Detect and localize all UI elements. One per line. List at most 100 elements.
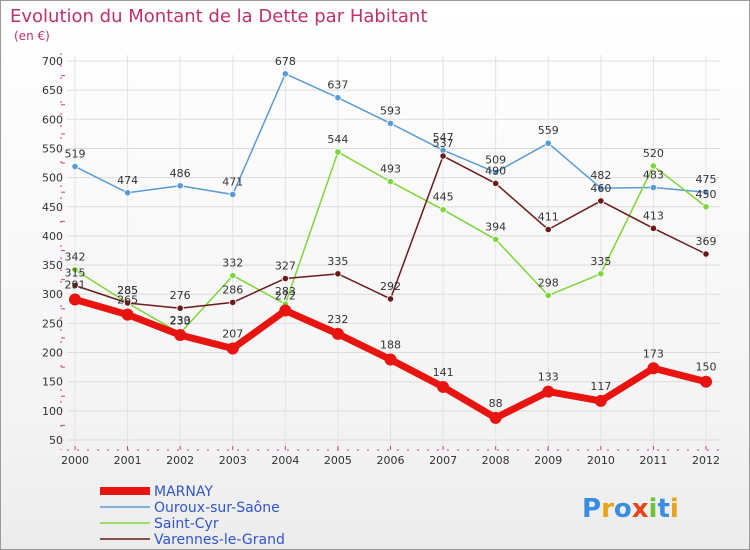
data-point (437, 380, 450, 393)
brand-letter: P (582, 494, 601, 524)
data-point (386, 119, 395, 127)
y-tick-label: 100 (42, 405, 63, 418)
data-label: 471 (222, 176, 243, 189)
data-label: 483 (643, 169, 664, 182)
data-label: 335 (327, 255, 348, 268)
y-tick-label: 50 (49, 434, 63, 447)
data-point (542, 385, 555, 398)
y-tick-label: 650 (42, 84, 63, 97)
y-tick-label: 250 (42, 317, 63, 330)
data-point (229, 271, 237, 280)
brand-letter: o (614, 494, 632, 524)
legend-entry: Ouroux-sur-Saône (154, 500, 280, 516)
data-point (702, 188, 710, 196)
x-tick-label: 2004 (271, 454, 299, 467)
data-point (647, 362, 660, 375)
data-point (334, 94, 342, 102)
data-point (123, 189, 132, 197)
y-tick-label: 400 (42, 230, 63, 243)
y-tick-label: 450 (42, 201, 63, 214)
data-point (597, 270, 605, 278)
data-label: 369 (696, 235, 717, 248)
brand-letter: t (657, 494, 669, 524)
chart-title: Evolution du Montant de la Dette par Hab… (10, 6, 427, 27)
data-label: 188 (380, 339, 401, 352)
axes: 50 100 150 200 250 300 350 400 450 500 550 600 650 70… (42, 53, 720, 467)
brand-letter: i (670, 494, 679, 524)
data-label: 315 (65, 266, 86, 279)
data-label: 233 (170, 314, 191, 327)
data-labels: 519 474 486 471 678 637 593 547 509 559 482 483 475 3… (65, 55, 717, 410)
data-label: 544 (327, 133, 348, 146)
data-label: 286 (222, 283, 243, 296)
data-point (386, 178, 395, 186)
legend-entry: Saint-Cyr (154, 516, 219, 532)
x-tick-label: 2001 (114, 454, 142, 467)
data-label: 593 (380, 104, 401, 117)
data-label: 637 (327, 79, 348, 92)
data-label: 207 (222, 327, 243, 340)
data-label: 133 (538, 371, 559, 384)
data-point (439, 152, 447, 160)
data-point (281, 70, 289, 78)
data-point (176, 304, 184, 312)
data-label: 537 (433, 137, 454, 150)
data-label: 490 (485, 164, 506, 177)
data-label: 559 (538, 124, 559, 137)
data-point (384, 353, 397, 366)
data-label: 493 (380, 163, 401, 176)
data-label: 232 (327, 313, 348, 326)
data-label: 276 (170, 289, 191, 302)
x-tick-label: 2011 (639, 454, 667, 467)
data-point (700, 375, 712, 388)
data-point (702, 250, 710, 258)
brand-logo: Proxiti (582, 494, 679, 524)
data-label: 475 (696, 173, 717, 186)
data-point (334, 270, 342, 278)
data-point (702, 203, 710, 211)
y-tick-label: 500 (42, 172, 63, 185)
data-label: 272 (275, 290, 296, 303)
data-label: 474 (117, 174, 138, 187)
data-label: 509 (485, 153, 506, 166)
y-tick-label: 550 (42, 142, 63, 155)
data-label: 413 (643, 209, 664, 222)
data-point (489, 411, 502, 424)
data-label: 519 (65, 148, 86, 161)
data-point (334, 148, 342, 156)
data-point (544, 225, 552, 234)
data-point (71, 162, 79, 171)
data-label: 335 (590, 255, 611, 268)
y-tick-label: 300 (42, 288, 63, 301)
data-label: 327 (275, 259, 296, 272)
data-point (544, 291, 552, 299)
data-point (121, 308, 134, 321)
y-tick-label: 150 (42, 376, 63, 389)
brand-letter: r (601, 494, 614, 524)
data-point (544, 139, 552, 147)
x-tick-label: 2005 (324, 454, 352, 467)
x-tick-label: 2002 (166, 454, 194, 467)
data-point (226, 342, 239, 355)
data-label: 298 (538, 276, 559, 289)
data-point (386, 295, 395, 303)
data-label: 450 (696, 188, 717, 201)
data-point (174, 329, 187, 342)
data-label: 486 (170, 167, 191, 180)
brand-letter: x (632, 494, 649, 524)
data-label: 394 (485, 220, 506, 233)
brand-letter: i (649, 494, 658, 524)
data-label: 230 (170, 314, 191, 327)
data-label: 445 (433, 191, 454, 204)
data-label: 460 (590, 182, 611, 195)
data-label: 292 (380, 280, 401, 293)
data-point (123, 299, 132, 307)
data-point (176, 182, 184, 190)
x-tick-label: 2010 (587, 454, 615, 467)
legend-entry: MARNAY (154, 484, 213, 500)
data-label: 678 (275, 55, 296, 68)
data-point (649, 162, 658, 170)
y-tick-label: 200 (42, 347, 63, 360)
